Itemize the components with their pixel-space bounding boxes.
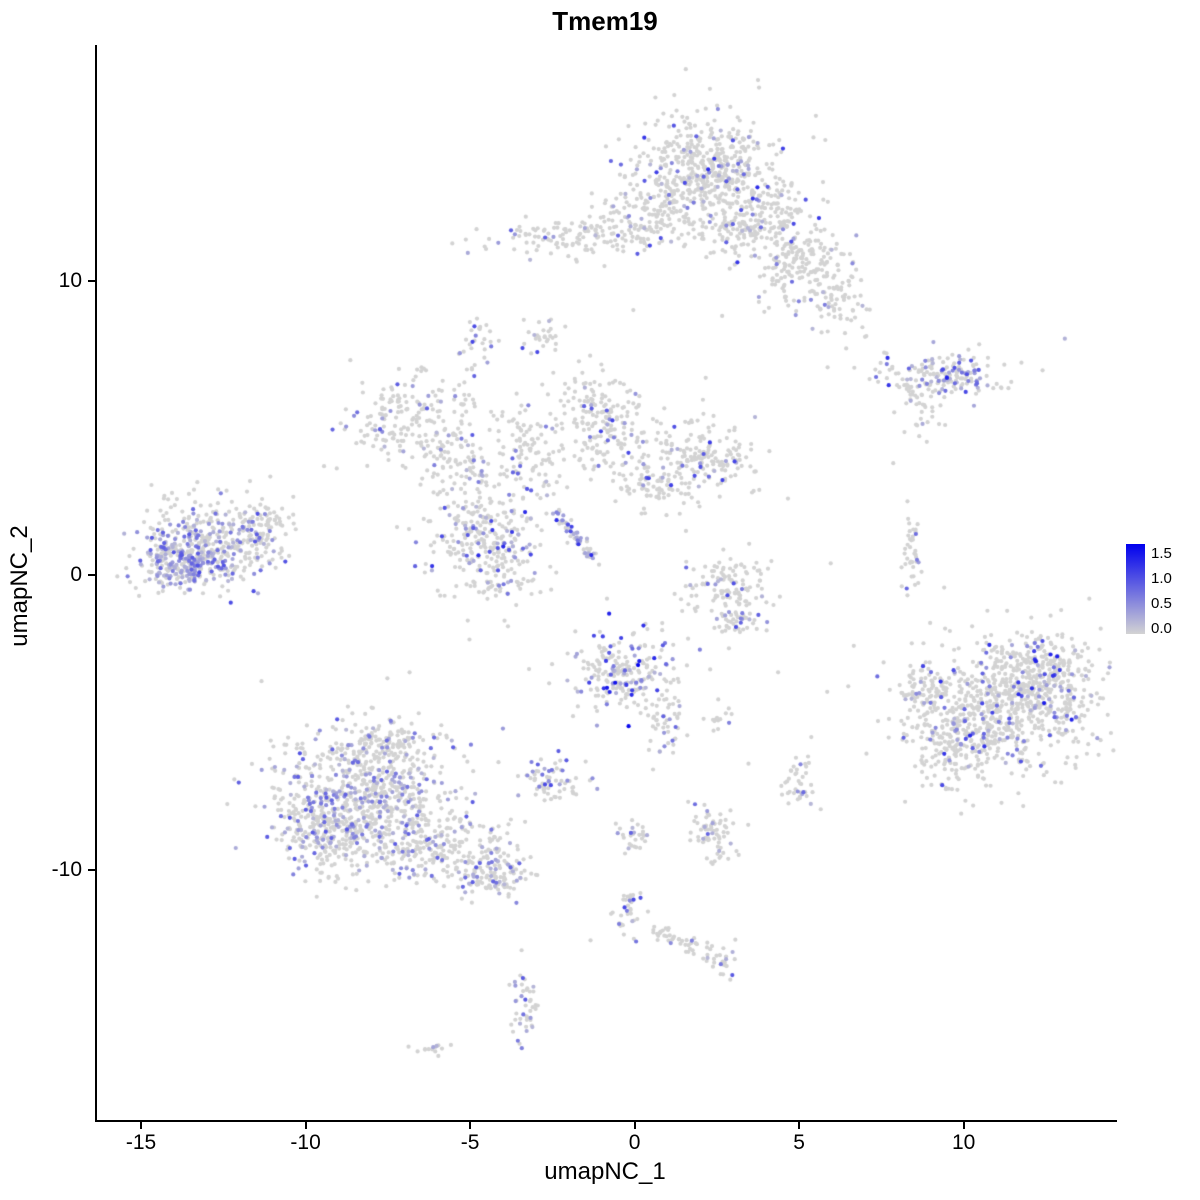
x-tick-label: 10 (951, 1131, 976, 1154)
y-tick-mark (88, 279, 95, 282)
legend-label: 0.0 (1151, 620, 1172, 637)
legend-label: 1.0 (1151, 570, 1172, 587)
x-axis-label: umapNC_1 (544, 1158, 666, 1185)
x-tick-mark (140, 1122, 143, 1129)
x-tick-mark (633, 1122, 636, 1129)
x-tick-mark (469, 1122, 472, 1129)
y-tick-label: -10 (51, 857, 82, 881)
legend-label: 1.5 (1151, 545, 1172, 562)
y-axis-label: umapNC_2 (6, 525, 33, 647)
y-tick-label: 10 (58, 268, 82, 292)
y-tick-mark (88, 868, 95, 871)
legend-gradient (1126, 544, 1145, 634)
x-tick-mark (962, 1122, 965, 1129)
legend: 1.5 1.0 0.5 0.0 (1126, 544, 1196, 640)
y-tick-label: 0 (70, 563, 82, 587)
x-tick-label: 0 (628, 1131, 641, 1154)
plot-panel (95, 45, 1117, 1122)
x-tick-label: -15 (125, 1131, 157, 1154)
x-tick-label: -10 (290, 1131, 321, 1154)
legend-label: 0.5 (1151, 595, 1172, 612)
x-tick-label: 5 (793, 1131, 805, 1154)
y-tick-mark (88, 574, 95, 577)
scatter-canvas (97, 45, 1117, 1120)
chart-title: Tmem19 (552, 6, 658, 36)
x-tick-mark (798, 1122, 801, 1129)
x-tick-mark (304, 1122, 307, 1129)
x-tick-label: -5 (460, 1131, 480, 1154)
